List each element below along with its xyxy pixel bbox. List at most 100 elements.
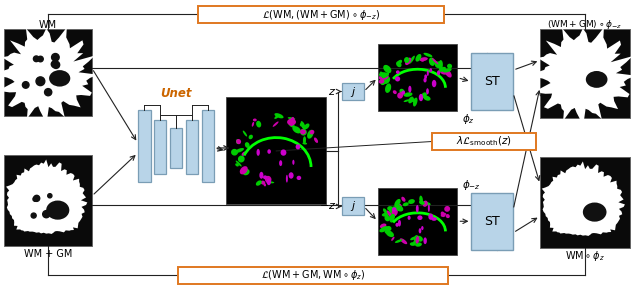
Ellipse shape — [426, 88, 429, 94]
Bar — [378, 44, 458, 111]
Ellipse shape — [379, 79, 385, 84]
Ellipse shape — [273, 121, 278, 127]
Ellipse shape — [389, 214, 395, 221]
Ellipse shape — [395, 205, 403, 212]
Ellipse shape — [252, 122, 254, 127]
Bar — [186, 120, 198, 174]
Ellipse shape — [441, 213, 446, 217]
Ellipse shape — [236, 161, 242, 166]
Ellipse shape — [396, 70, 399, 74]
Ellipse shape — [268, 149, 271, 154]
Ellipse shape — [440, 69, 448, 74]
Circle shape — [52, 54, 59, 61]
Ellipse shape — [421, 226, 424, 230]
Ellipse shape — [245, 142, 250, 148]
Ellipse shape — [421, 92, 427, 98]
Circle shape — [34, 195, 40, 201]
Ellipse shape — [419, 57, 428, 61]
Ellipse shape — [392, 207, 397, 212]
Text: $z$: $z$ — [328, 86, 336, 97]
Ellipse shape — [301, 121, 305, 130]
Ellipse shape — [431, 217, 437, 221]
Ellipse shape — [410, 242, 416, 246]
Circle shape — [48, 194, 52, 198]
Ellipse shape — [391, 237, 394, 241]
Ellipse shape — [290, 117, 294, 126]
Ellipse shape — [413, 97, 417, 107]
Ellipse shape — [286, 175, 288, 182]
Ellipse shape — [383, 76, 390, 84]
Ellipse shape — [415, 54, 421, 62]
Ellipse shape — [424, 53, 433, 57]
Ellipse shape — [49, 70, 70, 87]
Ellipse shape — [408, 199, 415, 204]
Bar — [138, 110, 151, 182]
Ellipse shape — [236, 139, 241, 144]
Ellipse shape — [240, 166, 248, 174]
Circle shape — [51, 61, 58, 68]
Ellipse shape — [380, 72, 384, 78]
Bar — [4, 155, 92, 246]
Ellipse shape — [253, 118, 257, 121]
Ellipse shape — [385, 84, 391, 93]
Ellipse shape — [380, 76, 387, 85]
Ellipse shape — [394, 199, 401, 207]
Ellipse shape — [428, 214, 433, 220]
Ellipse shape — [404, 57, 410, 63]
Ellipse shape — [382, 73, 389, 78]
Ellipse shape — [401, 197, 406, 202]
Ellipse shape — [259, 172, 264, 179]
Circle shape — [31, 213, 36, 218]
Ellipse shape — [248, 135, 253, 139]
Ellipse shape — [424, 96, 431, 101]
Text: WM + GM: WM + GM — [24, 249, 72, 259]
Bar — [431, 133, 536, 150]
Ellipse shape — [413, 235, 419, 242]
Bar — [378, 188, 458, 255]
Ellipse shape — [399, 89, 404, 94]
Ellipse shape — [231, 149, 238, 156]
Ellipse shape — [383, 208, 388, 214]
Ellipse shape — [289, 123, 294, 127]
Ellipse shape — [279, 160, 282, 166]
Ellipse shape — [434, 61, 439, 65]
Ellipse shape — [385, 215, 390, 221]
Ellipse shape — [400, 238, 407, 244]
Ellipse shape — [256, 121, 261, 127]
Ellipse shape — [399, 203, 402, 209]
Text: j: j — [351, 86, 355, 97]
Ellipse shape — [419, 200, 425, 205]
Ellipse shape — [383, 77, 388, 82]
Ellipse shape — [241, 152, 246, 156]
Ellipse shape — [416, 205, 419, 212]
Ellipse shape — [409, 56, 415, 64]
Ellipse shape — [260, 181, 266, 184]
Ellipse shape — [300, 129, 307, 136]
Ellipse shape — [428, 204, 430, 212]
Ellipse shape — [243, 169, 250, 175]
Ellipse shape — [393, 90, 397, 94]
Ellipse shape — [435, 61, 442, 68]
Text: ST: ST — [484, 75, 500, 88]
Bar — [342, 198, 364, 215]
Ellipse shape — [395, 76, 400, 81]
Text: j: j — [351, 201, 355, 212]
Circle shape — [33, 197, 37, 201]
Ellipse shape — [408, 86, 412, 93]
Text: $\lambda\mathcal{L}_{\mathrm{smooth}}(z)$: $\lambda\mathcal{L}_{\mathrm{smooth}}(z)… — [456, 135, 512, 148]
Ellipse shape — [389, 212, 392, 218]
Ellipse shape — [404, 99, 410, 102]
Ellipse shape — [46, 200, 69, 220]
Ellipse shape — [429, 68, 432, 72]
Ellipse shape — [586, 71, 607, 88]
Bar — [198, 6, 444, 23]
Text: $\mathcal{L}(\mathrm{WM},(\mathrm{WM}+\mathrm{GM})\circ\phi_{-z})$: $\mathcal{L}(\mathrm{WM},(\mathrm{WM}+\m… — [262, 8, 380, 22]
Ellipse shape — [264, 183, 266, 187]
Ellipse shape — [419, 94, 423, 101]
PathPatch shape — [0, 27, 98, 126]
Circle shape — [45, 88, 52, 96]
Ellipse shape — [380, 226, 388, 232]
Ellipse shape — [583, 203, 607, 222]
Bar — [471, 193, 513, 250]
Ellipse shape — [304, 123, 310, 129]
